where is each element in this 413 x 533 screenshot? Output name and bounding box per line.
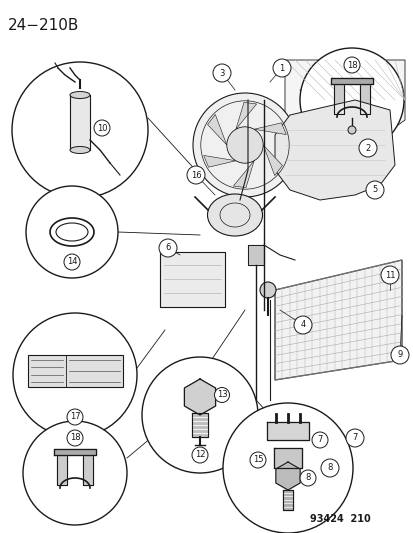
Circle shape	[299, 48, 403, 152]
Polygon shape	[273, 448, 301, 468]
Polygon shape	[275, 462, 299, 490]
Polygon shape	[233, 161, 254, 188]
Polygon shape	[83, 455, 93, 485]
Text: 8: 8	[327, 464, 332, 472]
Circle shape	[67, 409, 83, 425]
Polygon shape	[203, 156, 235, 167]
Text: 5: 5	[371, 185, 377, 195]
Polygon shape	[57, 455, 67, 485]
Text: 4: 4	[300, 320, 305, 329]
Circle shape	[192, 447, 207, 463]
Text: 15: 15	[252, 456, 263, 464]
Text: 17: 17	[69, 413, 80, 422]
Circle shape	[299, 470, 315, 486]
Text: 7: 7	[316, 435, 322, 445]
Circle shape	[67, 430, 83, 446]
Circle shape	[343, 57, 359, 73]
Circle shape	[365, 181, 383, 199]
Circle shape	[23, 421, 127, 525]
Circle shape	[142, 357, 257, 473]
Circle shape	[358, 139, 376, 157]
Polygon shape	[254, 123, 286, 134]
Text: 6: 6	[165, 244, 170, 253]
Polygon shape	[274, 100, 394, 200]
Polygon shape	[282, 490, 292, 510]
Circle shape	[320, 459, 338, 477]
Bar	[28, 355, 123, 387]
Text: 1: 1	[279, 63, 284, 72]
Text: 2: 2	[365, 143, 370, 152]
Text: 9: 9	[396, 351, 402, 359]
Polygon shape	[274, 260, 401, 380]
Circle shape	[293, 316, 311, 334]
Circle shape	[13, 313, 137, 437]
Circle shape	[347, 126, 355, 134]
Polygon shape	[235, 102, 256, 129]
Text: 3: 3	[219, 69, 224, 77]
Polygon shape	[333, 84, 343, 114]
Polygon shape	[192, 413, 207, 437]
Circle shape	[159, 239, 177, 257]
Text: 13: 13	[216, 391, 227, 400]
Polygon shape	[330, 78, 372, 84]
Circle shape	[249, 452, 266, 468]
Polygon shape	[70, 95, 90, 150]
Text: 24−210B: 24−210B	[8, 18, 79, 33]
Polygon shape	[284, 60, 404, 160]
Circle shape	[214, 387, 229, 402]
Polygon shape	[359, 84, 369, 114]
Text: 12: 12	[194, 450, 205, 459]
Circle shape	[187, 166, 204, 184]
Circle shape	[26, 186, 118, 278]
Polygon shape	[266, 422, 308, 440]
Ellipse shape	[70, 147, 90, 154]
Text: 16: 16	[190, 171, 201, 180]
Polygon shape	[54, 449, 96, 455]
Polygon shape	[184, 379, 215, 415]
Text: 8: 8	[304, 473, 310, 482]
Text: 14: 14	[66, 257, 77, 266]
Ellipse shape	[70, 92, 90, 99]
Polygon shape	[207, 115, 226, 145]
Circle shape	[64, 254, 80, 270]
Circle shape	[259, 282, 275, 298]
Circle shape	[272, 59, 290, 77]
Text: 93424  210: 93424 210	[309, 514, 370, 524]
Text: 7: 7	[351, 433, 357, 442]
Polygon shape	[159, 252, 224, 307]
Polygon shape	[263, 145, 282, 175]
Polygon shape	[247, 245, 263, 265]
Circle shape	[12, 62, 147, 198]
Circle shape	[192, 93, 296, 197]
Circle shape	[94, 120, 110, 136]
Circle shape	[311, 432, 327, 448]
Text: 11: 11	[384, 271, 394, 279]
Circle shape	[223, 403, 352, 533]
Text: 18: 18	[346, 61, 356, 69]
Circle shape	[212, 64, 230, 82]
Text: 18: 18	[69, 433, 80, 442]
Ellipse shape	[207, 194, 262, 236]
Circle shape	[226, 127, 263, 163]
Text: 10: 10	[97, 124, 107, 133]
Circle shape	[345, 429, 363, 447]
Circle shape	[390, 346, 408, 364]
Circle shape	[380, 266, 398, 284]
